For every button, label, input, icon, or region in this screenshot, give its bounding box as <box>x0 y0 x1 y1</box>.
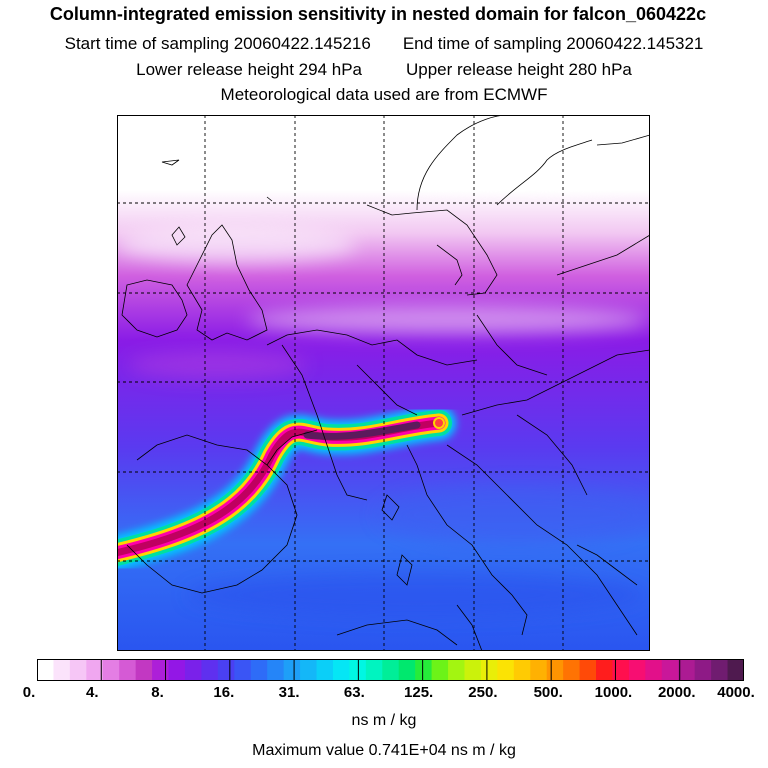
colorbar-cell <box>201 659 219 681</box>
plume-core-dark <box>303 421 421 440</box>
map-title: Column-integrated emission sensitivity i… <box>49 4 707 24</box>
colorbar <box>37 659 744 681</box>
colorbar-tick-labels: 0. 4. 8. 16. 31. 63. 125. 250. 500. 1000. 2000. 400… <box>0 684 768 704</box>
colorbar-cell <box>152 659 170 681</box>
colorbar-cell <box>332 659 350 681</box>
colorbar-cell <box>37 659 55 681</box>
colorbar-cell <box>727 659 744 681</box>
colorbar-cell <box>217 659 235 681</box>
colorbar-cell <box>480 659 498 681</box>
colorbar-tick-label: 8. <box>151 684 164 701</box>
start-time: Start time of sampling 20060422.145216 <box>64 34 371 53</box>
colorbar-cell <box>497 659 515 681</box>
graticule <box>117 115 650 651</box>
colorbar-cell <box>168 659 186 681</box>
colorbar-cell <box>184 659 203 681</box>
colorbar-tick-label: 0. <box>22 684 36 701</box>
release-heights: Lower release height 294 hPa Upper releas… <box>0 60 768 80</box>
colorbar-tick-label: 16. <box>213 684 235 701</box>
end-time: End time of sampling 20060422.145321 <box>402 34 704 53</box>
colorbar-cell <box>300 659 318 681</box>
emission-sensitivity-map <box>117 115 650 651</box>
colorbar-cell <box>398 659 416 681</box>
colorbar-cell <box>612 659 630 681</box>
colorbar-cell <box>415 659 433 681</box>
colorbar-cell <box>267 659 285 681</box>
colorbar-cell <box>530 659 548 681</box>
colorbar-cell <box>448 659 466 681</box>
colorbar-cell <box>250 659 268 681</box>
colorbar-cell <box>69 659 87 681</box>
maximum-value: Maximum value 0.741E+04 ns m / kg <box>252 742 516 759</box>
colorbar-cell <box>316 659 334 681</box>
met-data-source: Meteorological data used are from ECMWF <box>220 85 548 104</box>
colorbar-tick-label: 4. <box>86 684 99 701</box>
colorbar-cell <box>283 659 301 681</box>
emission-plume <box>117 406 456 571</box>
colorbar-cell <box>119 659 137 681</box>
colorbar-cell <box>546 659 564 681</box>
colorbar-cell <box>694 659 712 681</box>
colorbar-tick-label: 1000. <box>594 684 633 701</box>
colorbar-tick-label: 4000. <box>717 684 755 701</box>
colorbar-frame <box>37 659 744 681</box>
sensitivity-field-texture <box>117 159 650 617</box>
colorbar-cell <box>678 659 696 681</box>
colorbar-tick-label: 125. <box>404 684 434 701</box>
sampling-times: Start time of sampling 20060422.145216 En… <box>0 34 768 54</box>
colorbar-cells <box>37 659 744 681</box>
colorbar-cell <box>563 659 581 681</box>
colorbar-cell <box>661 659 679 681</box>
colorbar-cell <box>431 659 449 681</box>
colorbar-tick-label: 2000. <box>657 684 696 701</box>
colorbar-tick-label: 63. <box>343 684 365 701</box>
release-point <box>433 417 445 429</box>
colorbar-cell <box>53 659 71 681</box>
colorbar-cell <box>513 659 531 681</box>
colorbar-cell <box>596 659 614 681</box>
lower-release-height: Lower release height 294 hPa <box>136 60 362 79</box>
colorbar-dividers <box>100 659 681 681</box>
colorbar-cell <box>579 659 597 681</box>
colorbar-cell <box>135 659 153 681</box>
colorbar-tick-label: 31. <box>278 684 300 701</box>
colorbar-cell <box>711 659 729 681</box>
colorbar-tick-label: 250. <box>468 684 498 701</box>
colorbar-cell <box>365 659 383 681</box>
colorbar-cell <box>86 659 104 681</box>
colorbar-cell <box>382 659 400 681</box>
upper-release-height: Upper release height 280 hPa <box>406 60 632 79</box>
sensitivity-field <box>117 115 650 651</box>
colorbar-cell <box>645 659 663 681</box>
colorbar-tick-label: 500. <box>533 684 563 701</box>
colorbar-cell <box>102 659 120 681</box>
colorbar-cell <box>628 659 646 681</box>
colorbar-cell <box>464 659 482 681</box>
colorbar-cell <box>234 659 252 681</box>
map-frame <box>117 115 650 651</box>
colorbar-unit: ns m / kg <box>351 712 417 729</box>
coastlines <box>121 115 650 651</box>
